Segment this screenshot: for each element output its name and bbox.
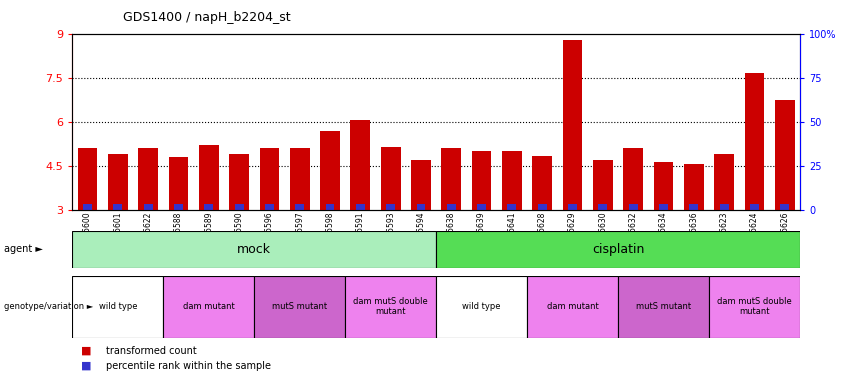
Bar	[745, 74, 764, 210]
Bar	[229, 154, 249, 210]
Text: dam mutant: dam mutant	[183, 302, 235, 311]
Bar	[356, 204, 365, 210]
Bar	[623, 148, 643, 210]
Bar	[265, 204, 274, 210]
Text: percentile rank within the sample: percentile rank within the sample	[106, 361, 271, 370]
Bar	[720, 204, 728, 210]
Bar	[563, 40, 582, 210]
Bar	[538, 204, 546, 210]
Bar	[750, 204, 759, 210]
Bar	[72, 276, 163, 338]
Bar	[346, 276, 436, 338]
Bar	[204, 204, 214, 210]
Bar	[568, 204, 577, 210]
Bar	[477, 204, 486, 210]
Text: genotype/variation ►: genotype/variation ►	[4, 302, 94, 311]
Bar	[290, 148, 310, 210]
Bar	[533, 156, 552, 210]
Bar	[654, 162, 673, 210]
Bar	[714, 154, 734, 210]
Text: wild type: wild type	[462, 302, 501, 311]
Text: mutS mutant: mutS mutant	[636, 302, 691, 311]
Bar	[775, 100, 795, 210]
Bar	[436, 231, 800, 268]
Bar	[295, 204, 304, 210]
Bar	[442, 148, 461, 210]
Bar	[593, 160, 613, 210]
Bar	[502, 151, 522, 210]
Text: mock: mock	[237, 243, 271, 256]
Bar	[260, 148, 279, 210]
Bar	[629, 204, 637, 210]
Bar	[411, 160, 431, 210]
Bar	[138, 148, 158, 210]
Bar	[108, 154, 128, 210]
Bar	[447, 204, 456, 210]
Bar	[351, 120, 370, 210]
Bar	[113, 204, 123, 210]
Bar	[507, 204, 517, 210]
Bar	[618, 276, 709, 338]
Bar	[174, 204, 183, 210]
Text: dam mutS double
mutant: dam mutS double mutant	[717, 297, 791, 316]
Bar	[386, 204, 395, 210]
Bar	[77, 148, 97, 210]
Text: cisplatin: cisplatin	[591, 243, 644, 256]
Bar	[689, 204, 699, 210]
Bar	[320, 131, 340, 210]
Bar	[709, 276, 800, 338]
Bar	[83, 204, 92, 210]
Bar	[235, 204, 243, 210]
Bar	[163, 276, 254, 338]
Text: wild type: wild type	[99, 302, 137, 311]
Bar	[72, 231, 436, 268]
Text: transformed count: transformed count	[106, 346, 197, 355]
Text: GDS1400 / napH_b2204_st: GDS1400 / napH_b2204_st	[123, 11, 291, 24]
Bar	[598, 204, 608, 210]
Text: mutS mutant: mutS mutant	[272, 302, 328, 311]
Text: ■: ■	[81, 346, 91, 355]
Bar	[527, 276, 618, 338]
Bar	[659, 204, 668, 210]
Text: agent ►: agent ►	[4, 244, 43, 254]
Bar	[168, 157, 188, 210]
Bar	[144, 204, 152, 210]
Bar	[471, 151, 492, 210]
Bar	[380, 147, 401, 210]
Bar	[326, 204, 334, 210]
Bar	[684, 165, 704, 210]
Bar	[436, 276, 527, 338]
Text: ■: ■	[81, 361, 91, 370]
Bar	[416, 204, 426, 210]
Bar	[199, 146, 219, 210]
Text: dam mutant: dam mutant	[546, 302, 598, 311]
Bar	[780, 204, 789, 210]
Text: dam mutS double
mutant: dam mutS double mutant	[353, 297, 428, 316]
Bar	[254, 276, 346, 338]
